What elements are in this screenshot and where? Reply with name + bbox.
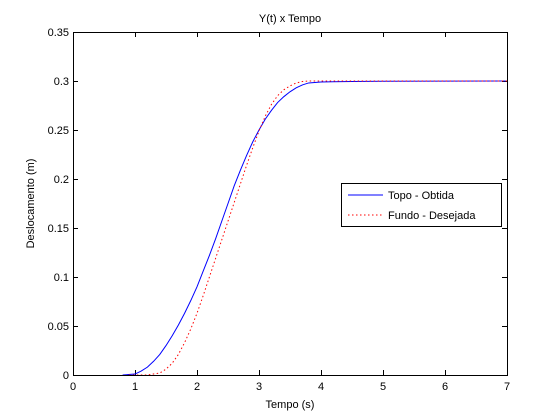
- y-tick-label: 0.2: [54, 174, 69, 186]
- x-tick-label: 0: [70, 381, 76, 393]
- x-tick-label: 5: [380, 381, 386, 393]
- y-axis-label: Deslocamento (m): [25, 159, 37, 249]
- x-tick-label: 6: [442, 381, 448, 393]
- x-tick-label: 2: [194, 381, 200, 393]
- plot-frame: [73, 32, 508, 376]
- x-tick-label: 3: [256, 381, 262, 393]
- x-tick-label: 4: [318, 381, 324, 393]
- legend-label-fundo: Fundo - Desejada: [388, 210, 476, 222]
- y-tick-label: 0.1: [54, 272, 69, 284]
- legend: Topo - Obtida Fundo - Desejada: [341, 183, 502, 227]
- y-tick-label: 0.15: [48, 223, 69, 235]
- y-tick-label: 0: [63, 370, 69, 382]
- x-tick-label: 7: [504, 381, 510, 393]
- y-tick-label: 0.35: [48, 27, 69, 39]
- y-tick-label: 0.25: [48, 125, 69, 137]
- legend-label-topo: Topo - Obtida: [388, 190, 455, 202]
- chart-title: Y(t) x Tempo: [259, 13, 321, 25]
- series-line-topo: [122, 80, 508, 376]
- x-tick-label: 1: [132, 381, 138, 393]
- y-axis-ticks: 0 0.05 0.1 0.15 0.2 0.25 0.3 0.35: [48, 27, 507, 382]
- legend-box: [341, 183, 502, 227]
- series-line-fundo: [128, 80, 507, 376]
- y-tick-label: 0.05: [48, 321, 69, 333]
- series-layer: [122, 80, 508, 376]
- x-axis-label: Tempo (s): [266, 399, 315, 411]
- y-tick-label: 0.3: [54, 76, 69, 88]
